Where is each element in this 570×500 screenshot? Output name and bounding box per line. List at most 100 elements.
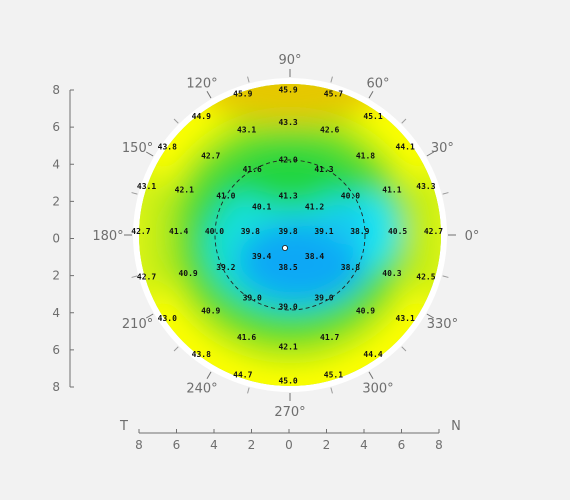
pupil-center-marker bbox=[281, 244, 289, 252]
value-label: 45.7 bbox=[324, 89, 343, 98]
y-tick-label: 4 bbox=[52, 157, 60, 171]
y-tick-label: 6 bbox=[52, 120, 60, 134]
value-label: 43.3 bbox=[416, 182, 435, 191]
value-label: 42.5 bbox=[416, 273, 435, 282]
y-tick-label: 2 bbox=[52, 194, 60, 208]
value-label: 43.1 bbox=[137, 182, 156, 191]
value-label: 41.4 bbox=[169, 227, 188, 236]
value-label: 39.1 bbox=[314, 227, 333, 236]
angle-tick-240 bbox=[206, 371, 212, 380]
x-tick-label: 2 bbox=[248, 438, 256, 452]
value-label: 45.9 bbox=[233, 89, 252, 98]
angle-minor-tick bbox=[173, 118, 179, 124]
value-label: 44.1 bbox=[396, 142, 415, 151]
angle-label-240: 240° bbox=[186, 381, 217, 396]
angle-minor-tick bbox=[330, 387, 333, 394]
angle-label-150: 150° bbox=[122, 141, 153, 156]
value-label: 42.0 bbox=[278, 156, 297, 165]
value-label: 45.0 bbox=[278, 376, 297, 385]
value-label: 39.2 bbox=[216, 263, 235, 272]
value-label: 43.1 bbox=[396, 314, 415, 323]
value-label: 42.7 bbox=[424, 227, 443, 236]
y-tick-label: 0 bbox=[52, 232, 60, 246]
x-tick-label: 6 bbox=[173, 438, 181, 452]
value-label: 38.8 bbox=[341, 263, 360, 272]
value-label: 41.1 bbox=[382, 186, 401, 195]
x-tick-label: 6 bbox=[398, 438, 406, 452]
y-tick-label: 6 bbox=[52, 343, 60, 357]
angle-tick-120 bbox=[206, 90, 212, 99]
x-tick-label: 2 bbox=[323, 438, 331, 452]
angle-tick-150 bbox=[145, 151, 154, 157]
value-label: 41.3 bbox=[278, 191, 297, 200]
angle-minor-tick bbox=[401, 118, 407, 124]
value-label: 43.8 bbox=[158, 142, 177, 151]
value-label: 41.0 bbox=[216, 191, 235, 200]
y-axis-ticks: 8 6 4 2 0 2 4 6 8 bbox=[52, 83, 74, 394]
curvature-map bbox=[139, 84, 441, 386]
value-label: 42.6 bbox=[320, 125, 339, 134]
x-tick-label: 4 bbox=[360, 438, 368, 452]
angle-label-90: 90° bbox=[278, 53, 301, 68]
value-label: 45.1 bbox=[324, 371, 343, 380]
angle-label-210: 210° bbox=[122, 317, 153, 332]
angle-tick-30 bbox=[426, 151, 435, 157]
value-label: 39.8 bbox=[278, 227, 297, 236]
value-label: 41.3 bbox=[314, 165, 333, 174]
value-label: 39.0 bbox=[278, 303, 297, 312]
angle-label-330: 330° bbox=[427, 317, 458, 332]
value-label: 40.3 bbox=[382, 269, 401, 278]
value-label: 45.1 bbox=[363, 112, 382, 121]
x-tick-label: 0 bbox=[285, 438, 293, 452]
value-label: 44.9 bbox=[192, 112, 211, 121]
value-labels: 45.9 45.9 45.7 44.9 45.1 43.1 43.3 42.6 43.8 44.1… bbox=[131, 86, 443, 386]
value-label: 40.0 bbox=[205, 227, 224, 236]
value-label: 38.9 bbox=[350, 227, 369, 236]
value-label: 43.1 bbox=[237, 125, 256, 134]
value-label: 40.5 bbox=[388, 227, 407, 236]
value-label: 38.5 bbox=[278, 263, 297, 272]
value-label: 43.8 bbox=[192, 350, 211, 359]
value-label: 42.1 bbox=[278, 342, 297, 351]
x-axis-left-label: T bbox=[119, 419, 128, 434]
value-label: 42.7 bbox=[137, 273, 156, 282]
value-label: 38.4 bbox=[305, 252, 324, 261]
angle-minor-tick bbox=[442, 275, 449, 278]
angle-tick-300 bbox=[368, 371, 374, 380]
value-label: 42.1 bbox=[175, 186, 194, 195]
angle-minor-tick bbox=[173, 346, 179, 352]
value-label: 41.7 bbox=[320, 333, 339, 342]
angle-tick-210 bbox=[145, 313, 154, 319]
angle-label-270: 270° bbox=[274, 405, 305, 420]
value-label: 42.7 bbox=[131, 227, 150, 236]
angle-label-30: 30° bbox=[431, 141, 454, 156]
x-tick-label: 8 bbox=[435, 438, 443, 452]
value-label: 43.0 bbox=[158, 314, 177, 323]
angle-label-0: 0° bbox=[465, 229, 480, 244]
value-label: 39.8 bbox=[241, 227, 260, 236]
value-label: 39.4 bbox=[252, 252, 271, 261]
value-label: 44.4 bbox=[363, 350, 382, 359]
angle-labels: 0° 30° 60° 90° 120° 150° 180° 210° 240° 270° 300° 3… bbox=[92, 53, 479, 420]
value-label: 41.6 bbox=[243, 165, 262, 174]
value-label: 41.8 bbox=[356, 152, 375, 161]
y-tick-label: 8 bbox=[52, 83, 60, 97]
angle-tick-330 bbox=[426, 313, 435, 319]
x-axis-ticks: 8 6 4 2 0 2 4 6 8 bbox=[135, 429, 443, 452]
angle-minor-tick bbox=[131, 275, 138, 278]
value-label: 40.9 bbox=[356, 307, 375, 316]
value-label: 39.0 bbox=[243, 293, 262, 302]
angle-minor-tick bbox=[442, 192, 449, 195]
angle-minor-tick bbox=[401, 346, 407, 352]
y-tick-label: 4 bbox=[52, 306, 60, 320]
central-zone-dashed-circle bbox=[214, 159, 366, 311]
angle-minor-tick bbox=[247, 76, 250, 83]
y-tick-label: 8 bbox=[52, 380, 60, 394]
angle-label-300: 300° bbox=[362, 381, 393, 396]
x-tick-label: 4 bbox=[210, 438, 218, 452]
value-label: 43.3 bbox=[278, 118, 297, 127]
value-label: 40.9 bbox=[178, 269, 197, 278]
angle-label-60: 60° bbox=[366, 77, 389, 92]
value-label: 41.6 bbox=[237, 333, 256, 342]
